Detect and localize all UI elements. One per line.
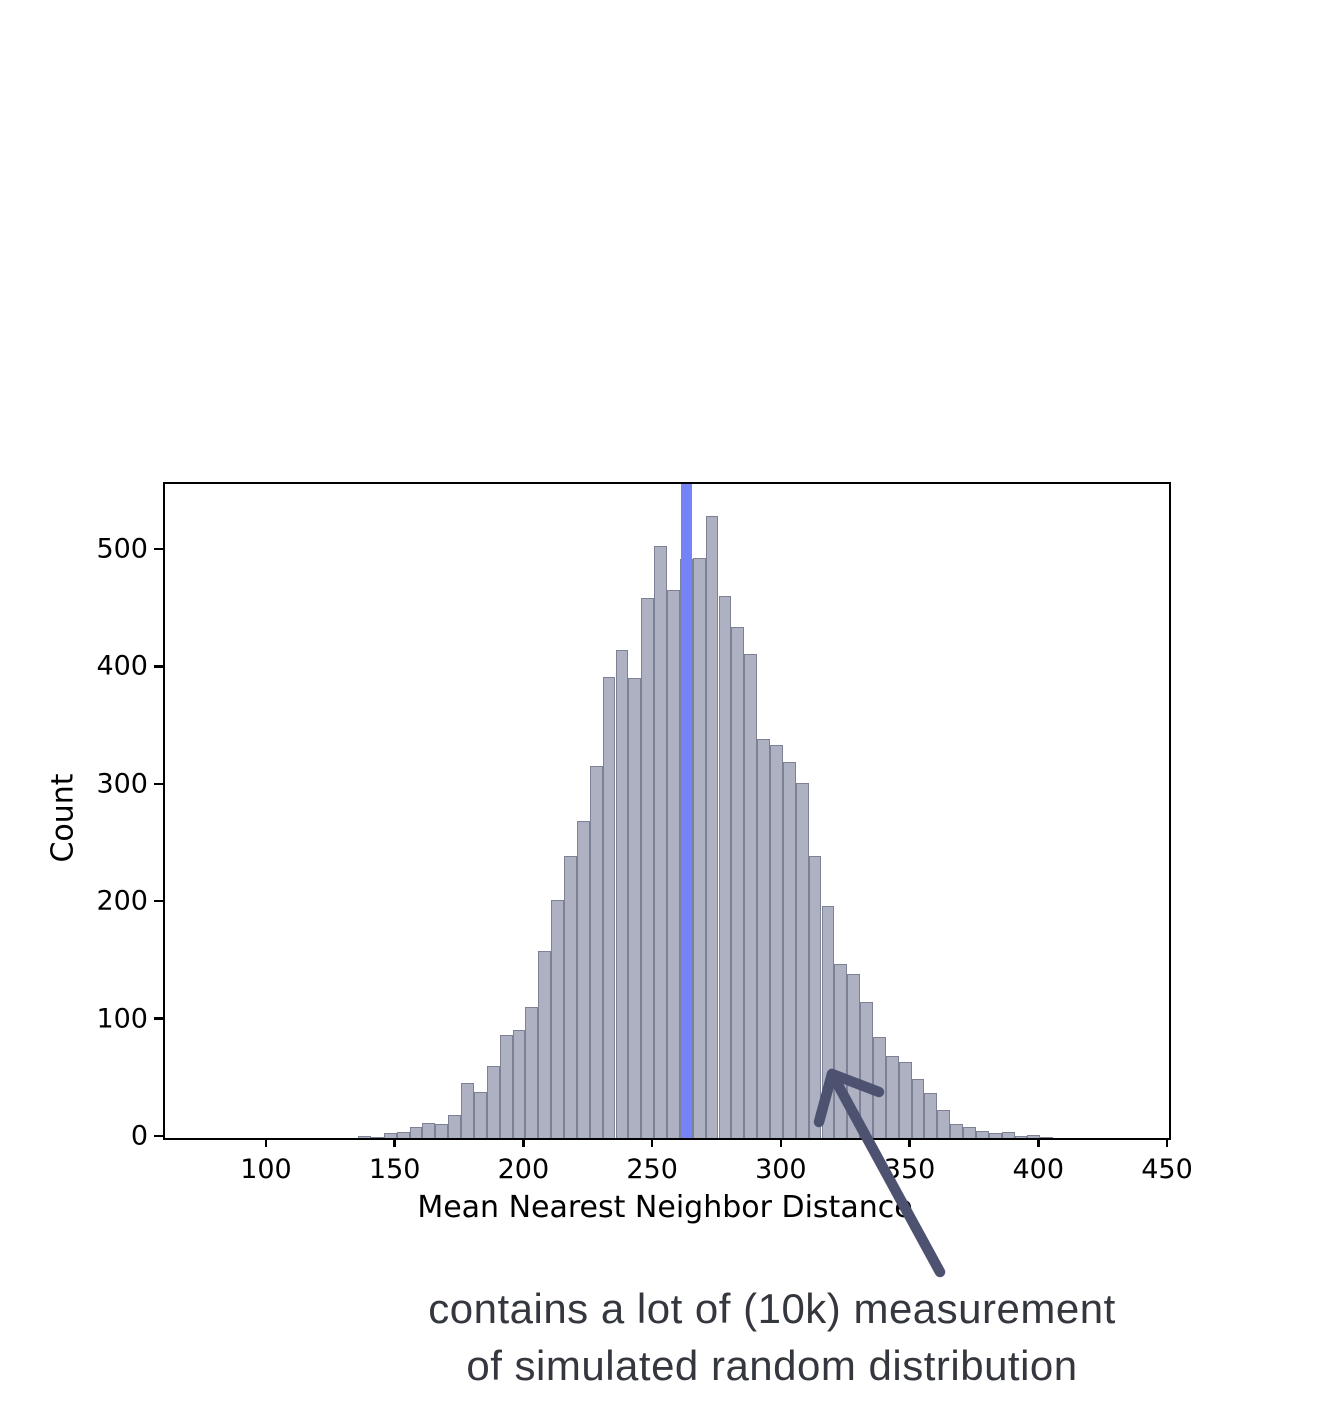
histogram-bar bbox=[795, 783, 809, 1138]
x-tick-label: 300 bbox=[755, 1154, 807, 1185]
x-tick-label: 200 bbox=[497, 1154, 550, 1185]
histogram-bar bbox=[641, 597, 655, 1138]
y-tick-mark bbox=[154, 665, 163, 668]
mean-marker-line bbox=[680, 484, 693, 1138]
histogram-bar bbox=[847, 973, 861, 1138]
histogram-bar bbox=[576, 821, 590, 1138]
histogram-bar bbox=[834, 964, 848, 1138]
histogram-bar bbox=[512, 1030, 526, 1138]
x-tick-label: 350 bbox=[883, 1154, 936, 1185]
histogram-bar bbox=[757, 738, 770, 1138]
histogram-bar bbox=[564, 856, 577, 1138]
x-tick-mark bbox=[522, 1138, 525, 1147]
histogram-bar bbox=[422, 1122, 436, 1138]
x-tick-mark bbox=[908, 1138, 911, 1147]
histogram-bar bbox=[551, 899, 565, 1138]
y-tick-label: 100 bbox=[96, 1003, 148, 1035]
histogram-bar bbox=[692, 558, 706, 1138]
histogram-bar bbox=[589, 765, 603, 1138]
histogram-bar bbox=[383, 1133, 397, 1138]
y-tick-label: 500 bbox=[96, 533, 148, 565]
histogram-bar bbox=[602, 676, 616, 1138]
histogram-bar bbox=[744, 654, 758, 1138]
histogram-bar bbox=[782, 762, 796, 1138]
histogram-bar bbox=[963, 1127, 976, 1138]
histogram-bar bbox=[409, 1127, 423, 1138]
histogram-bar bbox=[396, 1132, 410, 1138]
histogram-bar bbox=[448, 1114, 462, 1138]
histogram-bar bbox=[435, 1123, 449, 1138]
histogram-bar bbox=[499, 1034, 513, 1138]
x-tick-label: 400 bbox=[1012, 1154, 1065, 1185]
histogram-bar bbox=[872, 1037, 886, 1138]
y-tick-mark bbox=[154, 547, 163, 551]
histogram-bar bbox=[988, 1133, 1002, 1138]
histogram-bar bbox=[950, 1123, 964, 1138]
histogram-bar bbox=[770, 744, 783, 1138]
x-tick-mark bbox=[650, 1138, 654, 1147]
histogram-bar bbox=[370, 1136, 384, 1138]
x-axis-label: Mean Nearest Neighbor Distance bbox=[417, 1190, 913, 1225]
annotation-line-1: contains a lot of (10k) measurement bbox=[428, 1285, 1116, 1332]
annotation-text: contains a lot of (10k) measurement of s… bbox=[369, 1280, 1175, 1394]
histogram-bar bbox=[525, 1006, 539, 1138]
histogram-bar bbox=[1027, 1134, 1041, 1138]
x-tick-mark bbox=[393, 1138, 396, 1147]
histogram-bar bbox=[628, 677, 642, 1138]
histogram-bar bbox=[924, 1093, 938, 1138]
histogram-bar bbox=[705, 515, 719, 1138]
histogram-bar bbox=[975, 1131, 989, 1138]
y-tick-mark bbox=[154, 899, 163, 903]
histogram-bar bbox=[808, 856, 822, 1138]
histogram-bar bbox=[718, 595, 732, 1138]
histogram-bar bbox=[731, 627, 745, 1138]
annotation-line-2: of simulated random distribution bbox=[466, 1342, 1078, 1389]
x-tick-mark bbox=[779, 1138, 783, 1147]
histogram-bar bbox=[1001, 1132, 1015, 1138]
y-tick-label: 0 bbox=[130, 1120, 148, 1152]
histogram-bar bbox=[860, 1001, 873, 1138]
histogram-bar bbox=[615, 649, 629, 1138]
y-tick-label: 200 bbox=[96, 885, 148, 917]
y-tick-mark bbox=[154, 1134, 163, 1138]
x-tick-mark bbox=[1037, 1138, 1040, 1147]
histogram-bar bbox=[461, 1082, 474, 1138]
x-tick-label: 250 bbox=[626, 1154, 678, 1185]
x-tick-label: 100 bbox=[240, 1154, 292, 1185]
x-tick-label: 150 bbox=[368, 1154, 421, 1185]
histogram-bar bbox=[538, 951, 552, 1138]
y-tick-mark bbox=[154, 782, 163, 786]
histogram-bar bbox=[1040, 1136, 1054, 1138]
plot-area bbox=[163, 482, 1171, 1140]
histogram-bar bbox=[473, 1092, 487, 1138]
y-tick-mark bbox=[154, 1017, 163, 1020]
x-tick-label: 450 bbox=[1141, 1154, 1193, 1185]
histogram-bar bbox=[885, 1055, 899, 1138]
histogram-bar bbox=[654, 546, 667, 1138]
histogram-bar bbox=[898, 1061, 912, 1138]
histogram-bar bbox=[911, 1079, 925, 1138]
x-tick-mark bbox=[1165, 1138, 1169, 1147]
histogram-bar bbox=[358, 1135, 371, 1138]
histogram-bar bbox=[937, 1109, 951, 1138]
histogram-bar bbox=[486, 1066, 500, 1138]
y-tick-label: 300 bbox=[96, 768, 148, 800]
x-tick-mark bbox=[264, 1138, 268, 1147]
histogram-bar bbox=[821, 905, 835, 1138]
y-tick-label: 400 bbox=[96, 650, 148, 682]
histogram-bar bbox=[1014, 1135, 1028, 1138]
histogram-bar bbox=[667, 589, 680, 1138]
